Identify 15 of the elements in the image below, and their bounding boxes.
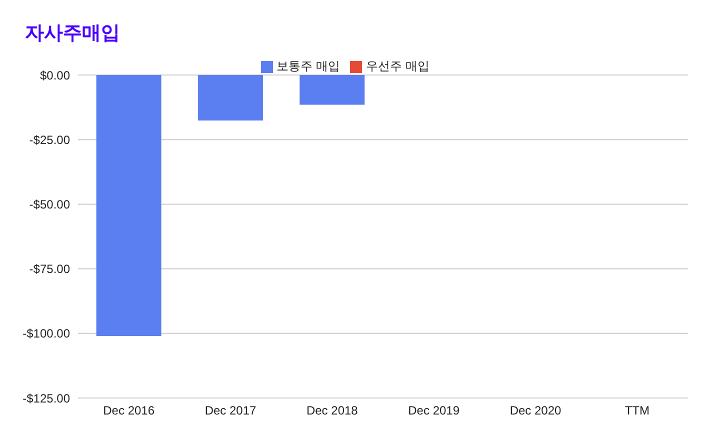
y-tick-label: $0.00 — [40, 68, 70, 82]
x-tick-label: Dec 2019 — [408, 404, 460, 418]
y-tick-label: -$50.00 — [29, 197, 70, 212]
y-tick-label: -$25.00 — [29, 132, 70, 147]
y-tick-label: -$100.00 — [22, 326, 70, 341]
chart-title: 자사주매입 — [25, 21, 120, 46]
x-tick-label: Dec 2016 — [103, 404, 155, 418]
x-tick-label: Dec 2017 — [204, 404, 257, 418]
legend-label: 보통주 매입 — [276, 59, 340, 73]
x-tick-label: TTM — [624, 404, 650, 418]
legend-label: 우선주 매입 — [366, 59, 430, 73]
x-tick-label: Dec 2018 — [306, 404, 358, 418]
y-tick-label: -$125.00 — [22, 391, 70, 406]
x-tick-label: Dec 2020 — [510, 404, 562, 418]
y-tick-label: -$75.00 — [29, 262, 70, 276]
